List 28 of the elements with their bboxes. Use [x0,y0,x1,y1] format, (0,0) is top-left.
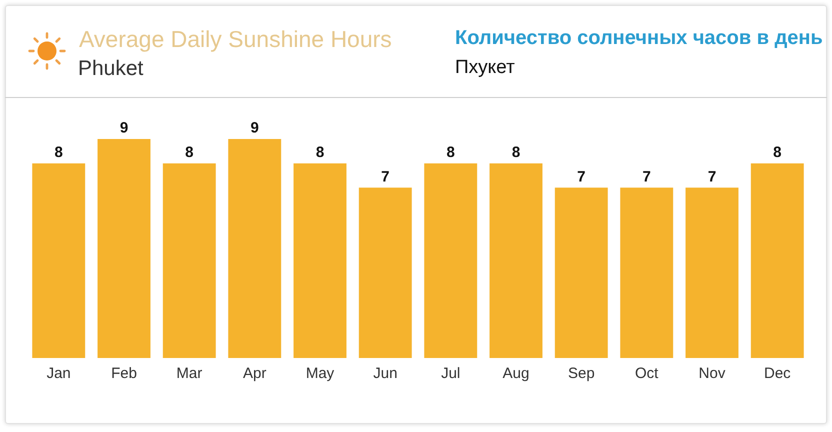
data-label: 9 [250,120,259,137]
x-tick-label: Nov [698,365,726,382]
data-label: 8 [773,144,782,161]
chart-title: Average Daily Sunshine Hours [79,26,392,52]
text: Пхукет [455,57,515,78]
data-label: 8 [446,144,455,161]
data-label: 7 [577,168,586,186]
data-label: 7 [708,168,716,186]
chart-subtitle: Phuket [78,57,144,80]
x-tick-label: May [306,365,335,382]
x-tick-label: Jun [373,365,398,382]
x-tick-label: Feb [111,365,137,382]
x-tick-label: Aug [502,365,530,382]
data-label: 9 [120,120,128,137]
x-tick-label: Oct [634,365,660,382]
data-label: 7 [381,168,390,186]
data-label: 8 [54,144,63,161]
data-label: 7 [642,168,651,186]
x-tick-label: Jan [46,365,71,382]
x-tick-label: Dec [764,365,792,382]
x-tick-label: Jul [441,365,460,382]
x-tick-label: Mar [176,365,202,382]
text: Количество солнечных часов в день [455,27,823,49]
data-label: 8 [185,144,194,161]
x-tick-label: Apr [242,365,266,382]
data-label: 8 [316,144,324,161]
data-label: 8 [512,144,520,161]
x-tick-label: Sep [568,365,595,382]
